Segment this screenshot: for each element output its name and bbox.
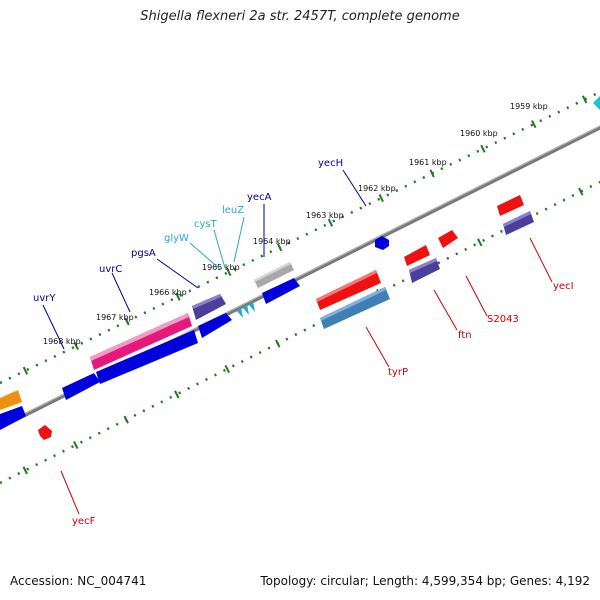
kbp-label-1962: 1962 kbp	[358, 184, 396, 193]
leader-pgsa	[156, 258, 199, 289]
topology-label: Topology: circular; Length: 4,599,354 bp…	[260, 574, 590, 588]
lower-major-tick	[174, 390, 180, 399]
gene-tyrp-top	[320, 287, 386, 321]
map-title: Shigella flexneri 2a str. 2457T, complet…	[140, 9, 460, 24]
leader-yech	[342, 169, 367, 207]
kbp-label-1960: 1960 kbp	[460, 129, 498, 138]
gene-yeci-red[interactable]	[497, 195, 524, 216]
gene-blue-pgsa[interactable]	[198, 313, 232, 338]
gene-blue-edge[interactable]	[0, 406, 26, 430]
upper-major-tick	[124, 317, 130, 326]
gene-label-ftn: ftn	[458, 330, 472, 341]
upper-major-tick	[581, 95, 588, 104]
leader-glyw	[189, 242, 222, 271]
gene-gray-top	[254, 262, 291, 282]
leader-s2043	[465, 275, 488, 317]
gene-trna-1[interactable]	[237, 307, 243, 318]
gene-label-yecf: yecF	[72, 516, 96, 527]
gene-label-cyst: cysT	[194, 219, 218, 230]
upper-major-tick	[429, 169, 435, 178]
gene-cyan-edge[interactable]	[593, 96, 600, 110]
lower-major-tick	[275, 339, 281, 348]
gene-ftn[interactable]	[409, 258, 440, 283]
reverse-genes	[38, 195, 534, 440]
gene-tyrp-red-top	[316, 270, 377, 302]
upper-major-tick	[276, 243, 283, 252]
gene-label-yech: yecH	[318, 158, 343, 169]
leader-uvrc	[111, 272, 131, 313]
leader-uvry	[42, 304, 65, 350]
kbp-label-1965: 1965 kbp	[202, 263, 240, 272]
gene-label-tyrp: tyrP	[388, 367, 408, 378]
gene-label-yeci: yecI	[553, 281, 574, 292]
kbp-label-1964: 1964 kbp	[253, 237, 291, 246]
gene-label-leuz: leuZ	[222, 205, 244, 216]
gene-label-yeca: yecA	[247, 192, 272, 203]
lower-major-tick	[477, 238, 483, 247]
upper-major-tick	[378, 194, 384, 203]
lower-major-tick	[73, 440, 79, 450]
gene-label-uvrc: uvrC	[99, 264, 122, 275]
gene-uvrc-top	[90, 313, 189, 361]
upper-major-tick	[73, 341, 79, 351]
forward-genes	[0, 96, 600, 430]
gene-pgsa-top	[192, 294, 221, 309]
gene-gray[interactable]	[254, 262, 294, 288]
gene-tyrp[interactable]	[320, 287, 390, 329]
kbp-label-1959: 1959 kbp	[510, 102, 548, 111]
leader-tyrp	[365, 326, 390, 368]
lower-major-tick	[578, 187, 584, 196]
kbp-label-1966: 1966 kbp	[149, 288, 187, 297]
reverse-leader-lines	[60, 237, 553, 515]
leader-yecf	[60, 470, 80, 515]
gene-tyrp-red[interactable]	[316, 270, 381, 310]
forward-leader-lines	[42, 169, 367, 350]
leader-cyst	[213, 229, 226, 269]
gene-yeci-navy[interactable]	[503, 211, 534, 235]
lower-major-tick	[22, 466, 28, 475]
upper-tick-track	[0, 90, 600, 385]
upper-major-tick	[22, 366, 29, 375]
gene-label-s2043: S2043	[487, 314, 519, 325]
gene-ftn-red[interactable]	[404, 245, 430, 266]
upper-major-ticks	[22, 95, 588, 375]
upper-major-tick	[226, 268, 232, 277]
gene-orange-edge[interactable]	[0, 390, 22, 410]
upper-major-tick	[480, 144, 486, 153]
leader-leuz	[233, 216, 245, 263]
gene-ftn-top	[409, 258, 437, 273]
kbp-label-1963: 1963 kbp	[306, 211, 344, 220]
gene-pgsa[interactable]	[192, 294, 226, 320]
upper-major-tick	[327, 218, 334, 227]
kbp-label-1967: 1967 kbp	[96, 313, 134, 322]
gene-blue-uvrc[interactable]	[96, 330, 198, 384]
gene-trna-2[interactable]	[243, 304, 249, 315]
gene-uvrc[interactable]	[90, 313, 192, 370]
gene-uvry[interactable]	[62, 373, 100, 400]
gene-yech[interactable]	[375, 236, 389, 250]
upper-major-tick	[531, 120, 537, 129]
kbp-label-1961: 1961 kbp	[409, 158, 447, 167]
upper-major-tick	[175, 292, 181, 301]
gene-label-pgsa: pgsA	[131, 248, 156, 259]
gene-blue-1964[interactable]	[262, 278, 300, 304]
lower-tick-track	[0, 180, 600, 485]
gene-label-uvry: uvrY	[33, 293, 56, 304]
gene-label-glyw: glyW	[164, 233, 189, 244]
leader-yeci	[529, 237, 553, 283]
leader-ftn	[433, 289, 458, 331]
lower-major-tick	[224, 364, 230, 374]
lower-major-ticks	[22, 187, 584, 475]
gene-yecf[interactable]	[38, 425, 52, 440]
accession-label: Accession: NC_004741	[10, 574, 147, 588]
lower-major-tick	[123, 415, 129, 424]
gene-s2043[interactable]	[438, 230, 458, 248]
gene-trna-3[interactable]	[249, 301, 255, 312]
kbp-label-1968: 1968 kbp	[43, 337, 81, 346]
gene-yeci-navy-top	[503, 211, 531, 227]
